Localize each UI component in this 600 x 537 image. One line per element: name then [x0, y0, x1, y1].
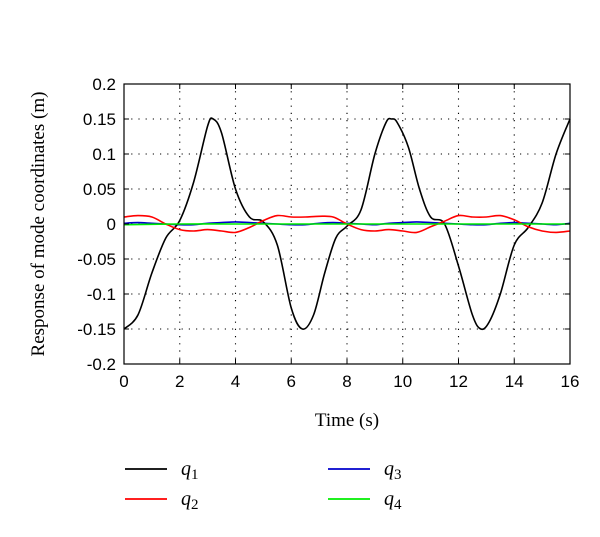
legend-label: q1	[181, 458, 199, 483]
legend-label-subscript: 4	[394, 497, 402, 513]
x-axis-title: Time (s)	[315, 410, 379, 431]
y-tick-label: 0.2	[92, 75, 116, 94]
legend-label: q3	[384, 458, 402, 483]
y-axis-title: Response of mode coordinates (m)	[28, 92, 49, 357]
legend-label-letter: q	[384, 488, 394, 510]
series-line-q4	[123, 223, 570, 226]
legend-item-q4: q4	[328, 488, 402, 513]
y-tick-label: 0	[107, 215, 116, 234]
x-tick-label: 16	[561, 372, 580, 391]
legend-label: q4	[384, 488, 402, 513]
x-tick-label: 6	[287, 372, 296, 391]
y-tick-label: -0.1	[87, 285, 116, 304]
y-tick-label: 0.15	[83, 110, 116, 129]
legend-label-letter: q	[181, 488, 191, 510]
series-lines	[123, 117, 571, 331]
legend-label-letter: q	[181, 458, 191, 480]
axis-ticks: 0 2 4 6 8 10 12 14 16 0.2 0.15 0.1 0.05 0 -0.05 -0.1 -0.…	[77, 75, 579, 391]
y-tick-label: -0.15	[77, 320, 116, 339]
legend-item-q2: q2	[125, 488, 199, 513]
x-tick-label: 8	[342, 372, 351, 391]
series-line-q1	[123, 117, 571, 331]
x-tick-label: 4	[231, 372, 240, 391]
x-tick-label: 12	[449, 372, 468, 391]
y-tick-label: -0.05	[77, 250, 116, 269]
x-tick-label: 2	[175, 372, 184, 391]
legend-item-q3: q3	[328, 458, 402, 483]
x-tick-label: 10	[393, 372, 412, 391]
x-tick-label: 14	[505, 372, 524, 391]
legend-label-subscript: 2	[191, 497, 199, 513]
legend-label-letter: q	[384, 458, 394, 480]
x-tick-label: 0	[119, 372, 128, 391]
y-tick-label: 0.05	[83, 180, 116, 199]
y-tick-label: 0.1	[92, 145, 116, 164]
legend-label-subscript: 3	[394, 467, 402, 483]
legend-label: q2	[181, 488, 199, 513]
y-tick-label: -0.2	[87, 355, 116, 374]
legend-label-subscript: 1	[191, 467, 199, 483]
legend-item-q1: q1	[125, 458, 199, 483]
